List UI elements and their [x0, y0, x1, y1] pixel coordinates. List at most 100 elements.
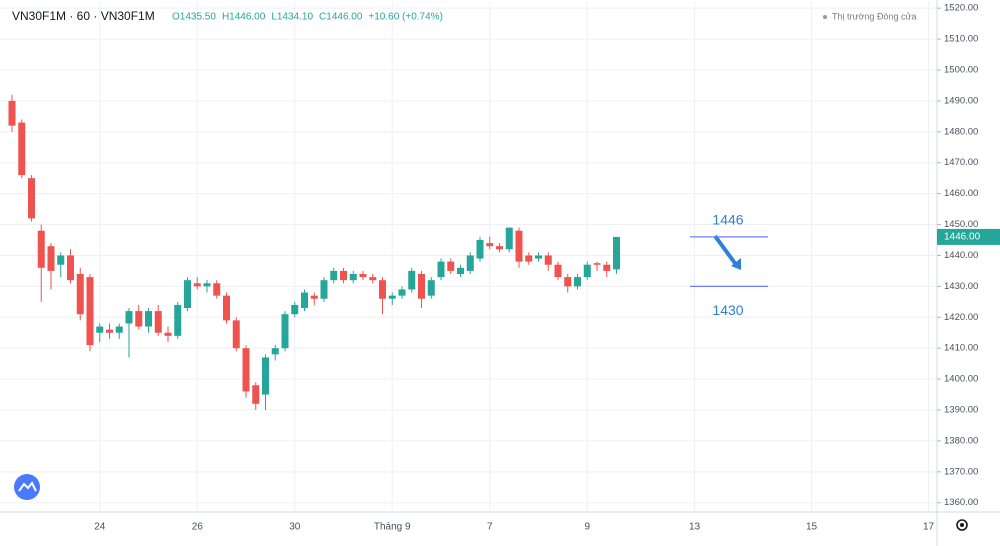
candle-body: [184, 280, 191, 308]
grid: [0, 2, 937, 512]
candle-body: [96, 326, 104, 333]
candle-body: [252, 385, 260, 404]
status-dot: [823, 15, 827, 19]
candle-body: [593, 263, 601, 265]
candle-body: [535, 255, 542, 259]
y-tick-label: 1490.00: [944, 95, 978, 106]
price-level-label: 1446: [712, 212, 743, 228]
candle-body: [135, 311, 143, 327]
ohlc-value: L1434.10: [271, 12, 313, 23]
y-tick-label: 1390.00: [944, 405, 978, 416]
candle-body: [505, 227, 513, 250]
arrow-head: [731, 258, 741, 270]
candle-body: [379, 280, 386, 299]
x-tick-label: 24: [94, 522, 106, 533]
y-tick-label: 1510.00: [944, 34, 978, 45]
candle-body: [28, 178, 35, 219]
candle-body: [437, 261, 445, 278]
price-level-label: 1430: [712, 302, 743, 318]
candle-body: [388, 295, 396, 299]
ohlc-legend: O1435.50 H1446.00 L1434.10 C1446.00 +10.60 (…: [172, 12, 443, 23]
candle-body: [106, 329, 113, 333]
candle-body: [583, 264, 591, 278]
x-tick-label: 9: [584, 522, 590, 533]
ohlc-value: H1446.00: [222, 12, 266, 23]
candle-body: [145, 311, 152, 327]
y-tick-label: 1460.00: [944, 188, 978, 199]
ohlc-value: C1446.00: [319, 12, 363, 23]
candle-body: [291, 304, 299, 315]
candle-body: [359, 274, 367, 278]
candle-body: [18, 122, 26, 176]
market-status: Thị trường Đóng cửa: [832, 11, 917, 21]
candle-body: [564, 277, 572, 287]
candle-body: [340, 270, 347, 281]
y-tick-label: 1420.00: [944, 312, 978, 323]
candle-body: [476, 240, 484, 259]
candle-body: [398, 289, 406, 296]
settings-icon[interactable]: [956, 519, 968, 531]
candle-body: [544, 255, 552, 265]
x-tick-label: 17: [923, 522, 935, 533]
y-tick-label: 1500.00: [944, 65, 978, 76]
candle-body: [613, 236, 620, 270]
candle-body: [466, 255, 474, 271]
candles: [8, 94, 620, 410]
candle-body: [232, 320, 240, 349]
x-tick-label: 15: [806, 522, 818, 533]
y-tick-label: 1520.00: [944, 3, 978, 14]
candle-body: [223, 295, 230, 321]
candle-body: [174, 304, 182, 336]
candle-body: [603, 264, 611, 271]
candle-body: [193, 283, 201, 287]
ohlc-value: +10.60 (+0.74%): [368, 12, 443, 23]
x-tick-label: 30: [289, 522, 301, 533]
x-tick-label: Tháng 9: [374, 522, 411, 533]
candle-body: [330, 270, 338, 281]
candle-body: [213, 283, 221, 296]
candle-body: [242, 348, 250, 392]
candle-body: [281, 314, 289, 349]
candle-body: [47, 246, 55, 271]
x-tick-label: 13: [689, 522, 701, 533]
y-tick-label: 1400.00: [944, 374, 978, 385]
y-tick-label: 1370.00: [944, 466, 978, 477]
gear-center: [960, 523, 964, 527]
last-price-tag: [937, 228, 1000, 245]
candle-body: [301, 292, 308, 308]
candle-body: [154, 311, 162, 333]
candle-body: [320, 280, 328, 299]
last-price-label: 1446.00: [944, 232, 981, 243]
y-tick-label: 1470.00: [944, 157, 978, 168]
y-tick-label: 1450.00: [944, 219, 978, 230]
candle-body: [67, 255, 74, 281]
x-tick-label: 7: [487, 522, 493, 533]
candle-body: [8, 100, 16, 126]
x-tick-label: 26: [192, 522, 204, 533]
y-tick-label: 1380.00: [944, 435, 978, 446]
ohlc-value: O1435.50: [172, 12, 216, 23]
candle-body: [447, 261, 455, 271]
arrow-shaft: [713, 234, 739, 268]
y-tick-label: 1430.00: [944, 281, 978, 292]
candle-body: [554, 264, 562, 278]
candle-body: [115, 326, 123, 333]
candle-body: [262, 357, 269, 395]
candle-body: [427, 280, 435, 296]
candle-body: [486, 243, 494, 247]
candle-body: [457, 267, 464, 274]
candle-body: [76, 274, 84, 315]
candle-body: [164, 332, 172, 336]
gear: [956, 519, 968, 531]
candle-body: [418, 274, 425, 299]
y-tick-label: 1480.00: [944, 126, 978, 137]
candle-body: [574, 277, 581, 287]
candle-body: [369, 277, 377, 281]
y-tick-label: 1360.00: [944, 497, 978, 508]
candle-body: [525, 255, 533, 262]
candle-body: [37, 230, 45, 268]
logo-mark: [18, 481, 37, 492]
y-tick-label: 1410.00: [944, 343, 978, 354]
